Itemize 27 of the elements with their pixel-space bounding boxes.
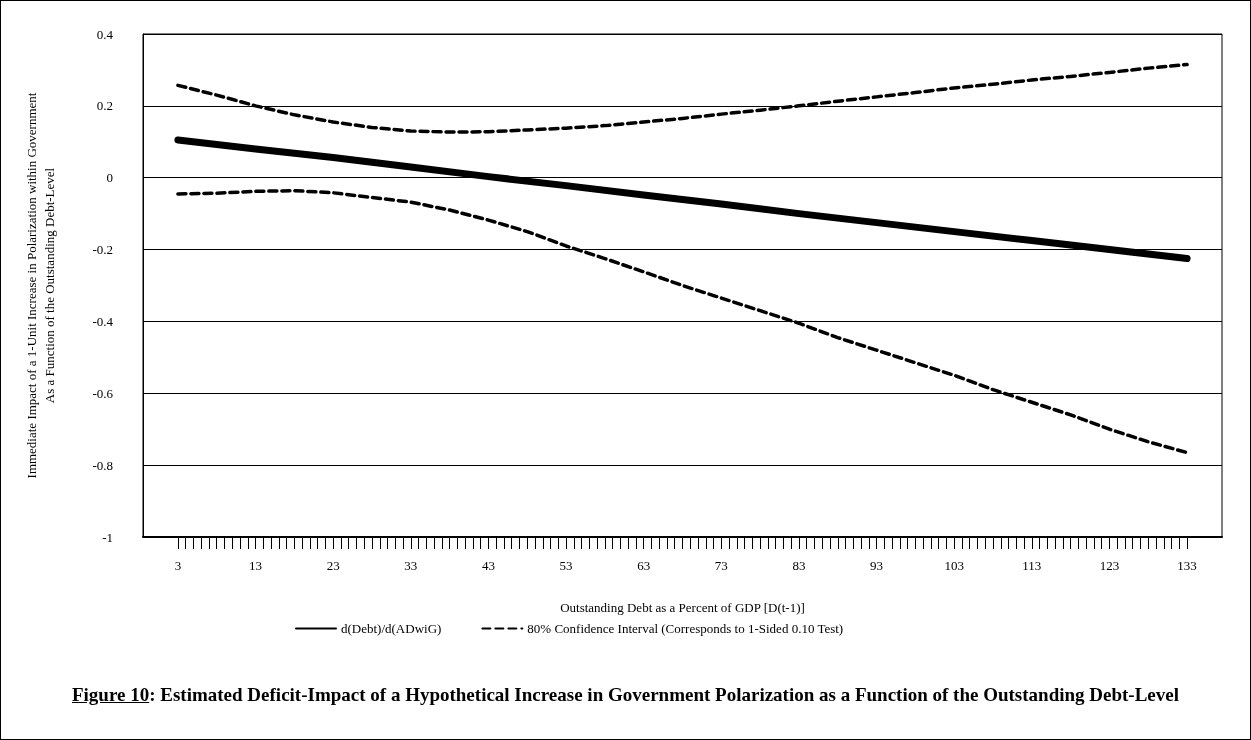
y-tick-label: -0.2 — [92, 242, 113, 258]
x-tick-label: 33 — [404, 558, 418, 573]
x-axis-title: Outstanding Debt as a Percent of GDP [D(t-1)] — [560, 600, 805, 615]
legend-label: d(Debt)/d(ADwiG) — [341, 621, 442, 636]
y-tick-label: -0.4 — [92, 313, 114, 329]
y-tick-label: 0.2 — [96, 98, 113, 114]
x-tick-label: 13 — [249, 558, 263, 573]
legend-label: 80% Confidence Interval (Corresponds to 1-Sided 0.10 Test) — [527, 621, 844, 636]
x-tick-label: 113 — [1022, 558, 1042, 573]
x-tick-label: 23 — [326, 558, 340, 573]
x-tick-label: 93 — [870, 558, 884, 573]
x-tick-label: 53 — [559, 558, 573, 573]
y-tick-label: 0.4 — [96, 26, 114, 42]
x-tick-label: 43 — [481, 558, 495, 573]
x-tick-label: 123 — [1099, 558, 1120, 573]
y-tick-label: 0 — [106, 170, 113, 186]
x-tick-label: 103 — [944, 558, 964, 573]
y-axis-title: Immediate Impact of a 1-Unit Increase in Polarization within Government As a Function of the Outstanding Debt-Level — [23, 92, 57, 479]
y-tick-label: -1 — [102, 529, 113, 545]
x-tick-label: 83 — [792, 558, 806, 573]
x-tick-label: 73 — [714, 558, 728, 573]
x-tick-label: 63 — [637, 558, 651, 573]
x-tick-label: 3 — [174, 558, 182, 573]
y-tick-label: -0.6 — [92, 385, 114, 401]
y-tick-label: -0.8 — [92, 457, 113, 473]
x-tick-label: 133 — [1177, 558, 1197, 573]
text: Figure 10: Estimated Deficit-Impact of a Hypothetical Increase in Government Polarization as a Function of the Outstanding Debt-Level — [71, 684, 1180, 706]
